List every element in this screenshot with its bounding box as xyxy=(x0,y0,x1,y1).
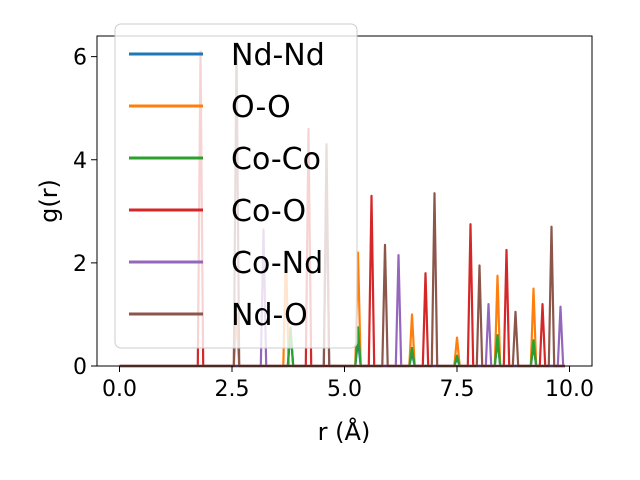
y-tick-label: 2 xyxy=(73,252,87,277)
legend-label: Co-O xyxy=(231,194,306,229)
legend: Nd-Nd O-O Co-Co Co-O Co-Nd Nd-O xyxy=(114,23,358,349)
x-tick-label: 10.0 xyxy=(545,377,594,402)
x-tick-label: 7.5 xyxy=(440,377,475,402)
y-tick-label: 4 xyxy=(73,149,87,174)
legend-label: Nd-Nd xyxy=(231,38,325,73)
y-axis-label: g(r) xyxy=(35,179,63,223)
y-tick-label: 0 xyxy=(73,355,87,380)
x-tick-label: 5.0 xyxy=(327,377,362,402)
x-tick-label: 0.0 xyxy=(102,377,137,402)
legend-label: Co-Nd xyxy=(231,246,323,281)
legend-label: Co-Co xyxy=(231,142,321,177)
ticks-layer: 0.0 2.5 5.0 7.5 10.0 0 2 4 6 xyxy=(73,46,594,402)
legend-label: O-O xyxy=(231,90,291,125)
x-axis-label: r (Å) xyxy=(318,417,371,446)
x-tick-label: 2.5 xyxy=(215,377,250,402)
legend-label: Nd-O xyxy=(231,298,308,333)
y-tick-label: 6 xyxy=(73,46,87,71)
